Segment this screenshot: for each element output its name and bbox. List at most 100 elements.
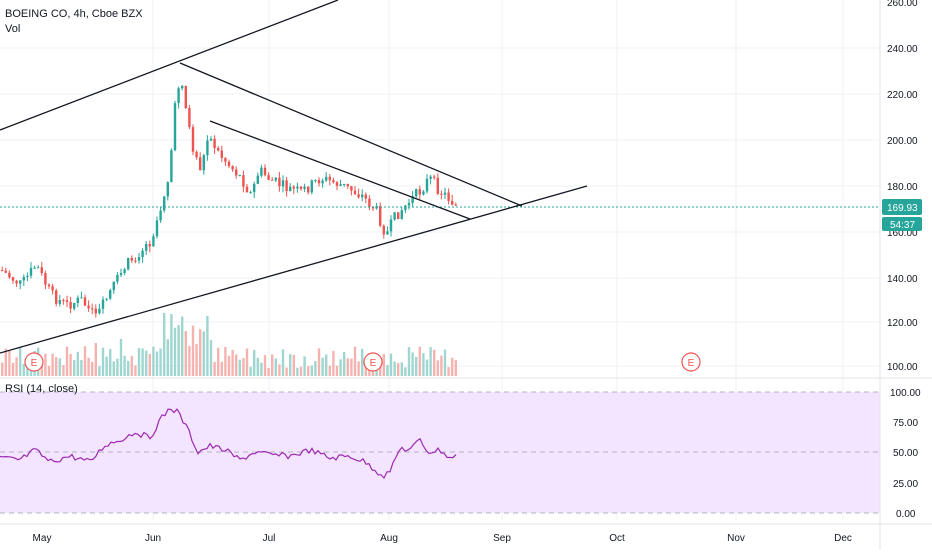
svg-text:E: E — [31, 358, 38, 369]
candle — [332, 180, 335, 183]
volume-bar — [249, 366, 252, 376]
volume-bar — [141, 348, 144, 376]
candle — [213, 138, 216, 149]
candle — [76, 297, 79, 303]
volume-bar — [339, 359, 342, 376]
candle — [317, 179, 321, 184]
volume-bar — [393, 361, 396, 376]
volume-bar — [152, 346, 155, 376]
rsi-scale[interactable]: 100.00 75.00 50.00 25.00 0.00 — [890, 388, 921, 520]
candle — [379, 206, 382, 226]
volume-bar — [422, 353, 425, 376]
candle — [357, 194, 360, 198]
candle — [227, 161, 231, 167]
volume-bar — [170, 314, 173, 376]
candle — [170, 150, 173, 183]
candle — [181, 85, 184, 89]
candle — [105, 298, 108, 300]
candle — [58, 299, 61, 304]
candle — [278, 177, 281, 187]
candle — [281, 180, 285, 187]
volume-bar — [321, 357, 324, 376]
trendlines[interactable] — [0, 0, 588, 354]
candle — [145, 243, 148, 251]
volume-bar — [433, 349, 436, 376]
candle — [127, 257, 130, 270]
volume-bar — [303, 356, 306, 376]
candle — [235, 169, 238, 176]
volume-bar — [73, 360, 76, 376]
volume-bar — [116, 358, 119, 376]
candle — [73, 302, 76, 309]
rsi-tick: 50.00 — [893, 448, 918, 459]
volume-bar — [105, 356, 108, 376]
volume-bar — [220, 361, 223, 376]
candle — [94, 308, 97, 314]
volume-bar — [440, 355, 443, 376]
candle — [199, 157, 202, 171]
outer-resistance-line[interactable] — [179, 62, 523, 207]
candle — [361, 194, 364, 198]
candle — [443, 192, 447, 195]
price-tick: 120.00 — [887, 318, 918, 329]
volume-bar — [317, 348, 321, 376]
price-tick: 220.00 — [887, 90, 918, 101]
volume-bar — [87, 357, 90, 376]
volume-bar — [191, 325, 195, 376]
lower-support-line[interactable] — [0, 185, 588, 354]
volume-bar — [227, 355, 231, 376]
price-tick: 140.00 — [887, 274, 918, 285]
candle — [393, 212, 396, 220]
candle — [418, 189, 421, 195]
volume-bar — [242, 358, 245, 376]
time-axis[interactable]: May Jun Jul Aug Sep Oct Nov Dec — [33, 533, 852, 544]
upper-channel-line[interactable] — [0, 0, 339, 131]
volume-bar — [109, 348, 112, 376]
volume-bar — [382, 354, 385, 376]
volume-bar — [119, 338, 123, 376]
inner-resistance-line[interactable] — [209, 120, 471, 220]
candle — [325, 176, 328, 181]
volume-bar — [325, 354, 328, 376]
time-label: Nov — [727, 533, 745, 544]
candle — [80, 297, 83, 299]
volume-bar — [11, 362, 15, 376]
earnings-marker[interactable]: E — [363, 352, 383, 372]
svg-text:E: E — [370, 358, 377, 369]
rsi-label: RSI (14, close) — [5, 383, 78, 395]
volume-bar — [443, 349, 447, 376]
volume-bar — [274, 358, 277, 376]
volume-bars — [1, 312, 457, 376]
volume-bar — [40, 362, 43, 376]
volume-bar — [357, 361, 360, 376]
volume-bar — [91, 361, 94, 376]
volume-bar — [335, 365, 339, 376]
volume-bar — [454, 360, 457, 376]
volume-bar — [267, 367, 270, 376]
candle — [101, 299, 105, 309]
candle — [166, 182, 169, 197]
candle — [397, 212, 400, 219]
candle — [206, 140, 209, 156]
volume-bar — [307, 366, 310, 376]
candle — [11, 277, 15, 281]
candle — [339, 184, 342, 186]
volume-bar — [209, 340, 213, 376]
candle — [159, 210, 162, 221]
time-label: Jul — [263, 533, 276, 544]
volume-bar — [188, 345, 191, 376]
time-label: Jun — [145, 533, 161, 544]
price-scale[interactable]: 260.00 240.00 220.00 200.00 180.00 160.0… — [887, 0, 918, 373]
candle — [37, 267, 40, 269]
earnings-marker[interactable]: E — [681, 352, 701, 372]
volume-bar — [231, 349, 234, 376]
candle — [447, 192, 450, 201]
candle — [191, 127, 195, 152]
candlesticks — [1, 84, 457, 318]
volume-bar — [83, 346, 87, 376]
earnings-marker[interactable]: E — [24, 352, 44, 372]
volume-bar — [155, 351, 159, 376]
volume-bar — [245, 348, 249, 376]
